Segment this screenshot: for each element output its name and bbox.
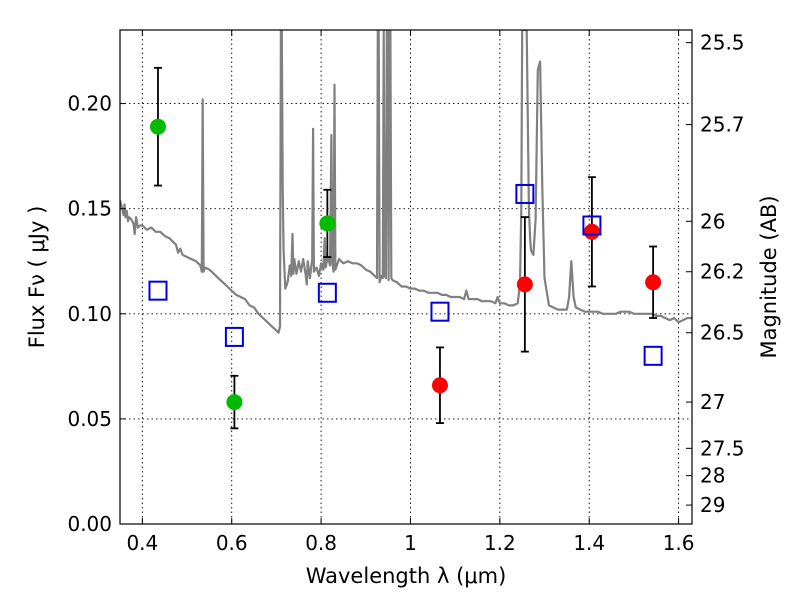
spectrum — [120, 30, 692, 334]
y-tick-label: 0.00 — [67, 512, 112, 536]
y-axis-label: Flux Fν ( μJy ) — [25, 206, 49, 349]
y-tick-label: 0.10 — [67, 302, 112, 326]
y-tick-label: 0.15 — [67, 197, 112, 221]
data-point-circle — [226, 394, 243, 411]
y2-tick-label: 29 — [700, 493, 725, 517]
x-tick-label: 0.8 — [305, 531, 337, 555]
plot-frame — [119, 29, 693, 525]
data-points — [148, 66, 663, 430]
y2-tick-label: 26 — [700, 209, 725, 233]
data-point-square — [643, 345, 663, 366]
data-point-circle — [645, 274, 662, 291]
axis-ticks: 0.4 0.6 0.8 1 1.2 1.4 1.6 0.00 0.05 0.10 0.15 0.20 2… — [67, 30, 745, 555]
y2-axis-label: Magnitude (AB) — [757, 195, 781, 358]
x-tick-label: 1 — [404, 531, 417, 555]
y2-tick-label: 26.2 — [700, 260, 745, 284]
x-axis-label: Wavelength λ (μm) — [306, 564, 507, 588]
x-tick-label: 0.4 — [126, 531, 158, 555]
data-point-circle — [516, 276, 533, 293]
data-point-square — [430, 301, 450, 322]
data-point-square — [515, 183, 535, 204]
x-tick-label: 1.2 — [484, 531, 516, 555]
y2-tick-label: 25.7 — [700, 113, 745, 137]
data-point-circle — [431, 377, 448, 394]
y-tick-label: 0.20 — [67, 92, 112, 116]
y2-tick-label: 27.5 — [700, 436, 745, 460]
data-point-square — [148, 280, 168, 301]
x-tick-label: 1.4 — [573, 531, 605, 555]
data-point-circle — [583, 223, 600, 240]
y-tick-label: 0.05 — [67, 407, 112, 431]
x-tick-label: 1.6 — [663, 531, 695, 555]
spectrum-line — [120, 30, 692, 334]
y2-tick-label: 26.5 — [700, 321, 745, 345]
data-point-circle — [149, 118, 166, 135]
data-point-circle — [319, 215, 336, 232]
x-tick-label: 0.6 — [216, 531, 248, 555]
y2-tick-label: 25.5 — [700, 31, 745, 55]
data-point-square — [317, 282, 337, 303]
y2-tick-label: 27 — [700, 390, 725, 414]
data-point-square — [224, 326, 244, 347]
y2-tick-label: 28 — [700, 464, 725, 488]
data-point-square — [582, 215, 602, 236]
